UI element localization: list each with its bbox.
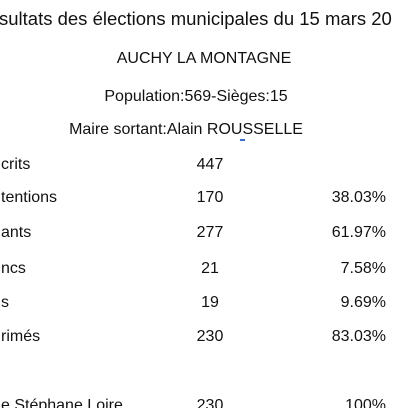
row-count: 19 [201,294,219,311]
outgoing-mayor: Maire sortant:Alain ROUSSELLE [69,121,303,138]
document-title: sultats des élections municipales du 15 … [0,8,392,29]
row-count: 447 [196,156,224,173]
population-info: Population:569-Sièges:15 [104,88,288,105]
row-label: ants [1,224,32,241]
row-percent: 83.03% [331,328,386,345]
row-count: 21 [201,260,219,277]
row-count: 170 [196,189,224,206]
row-label: tentions [1,189,58,206]
row-label: ncs [1,260,26,277]
row-percent: 7.58% [340,260,386,277]
row-count: 230 [196,397,224,408]
cursor-mark [240,139,245,141]
row-label: rimés [1,328,41,345]
row-label: s [1,294,9,311]
row-count: 277 [196,224,224,241]
row-label: e Stéphane Loire [1,397,123,408]
row-percent: 9.69% [340,294,386,311]
row-percent: 61.97% [331,224,386,241]
commune-name: AUCHY LA MONTAGNE [116,50,292,67]
row-percent: 38.03% [331,189,386,206]
row-label: crits [1,156,31,173]
row-count: 230 [196,328,224,345]
row-percent: 100% [345,397,386,408]
